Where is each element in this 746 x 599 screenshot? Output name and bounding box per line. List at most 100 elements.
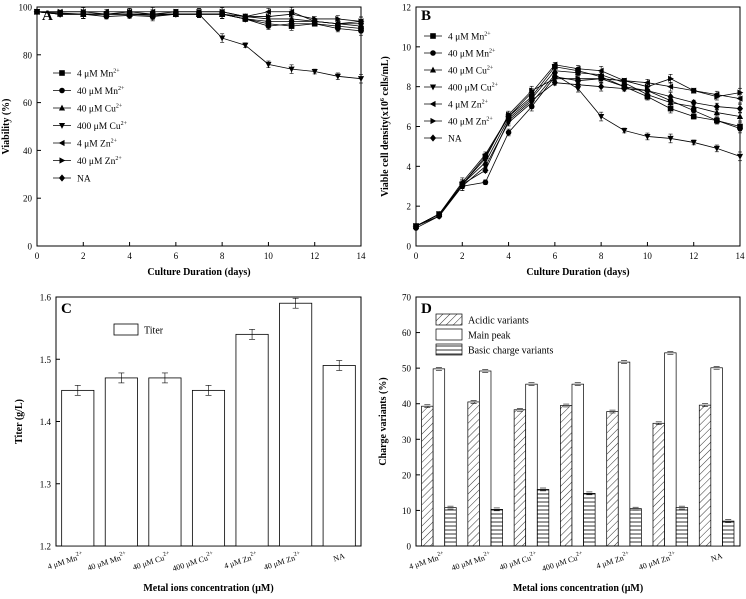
panel-d-bar [583, 493, 596, 547]
panel-b-data-point [551, 79, 558, 87]
panel-b-data-point [644, 87, 651, 95]
panel-b-legend-label: 4 μM Zn2+ [448, 100, 489, 111]
panel-b-legend-marker [429, 66, 437, 73]
panel-b-data-point [482, 179, 489, 186]
panel-b-data-point [598, 75, 605, 82]
panel-b-data-point [482, 166, 489, 174]
panel-a-data-point [288, 66, 295, 73]
panel-d-letter: D [421, 301, 432, 317]
panel-a-legend-marker [59, 87, 65, 94]
panel-c-bar [235, 333, 269, 547]
panel-b-data-point [598, 114, 605, 120]
panel-a-x-tick-label: 0 [35, 251, 40, 261]
panel-b-legend-label-text: NA [448, 135, 462, 145]
panel-a-y-tick-label: 100 [19, 3, 33, 13]
panel-b-legend-label: 40 μM Zn2+ [448, 117, 493, 128]
panel-c-x-category-label-superscript: 2+ [250, 550, 259, 558]
panel-a-legend-marker [59, 70, 65, 76]
panel-b-data-point [621, 85, 628, 93]
panel-a-legend-label-text: 40 μM Zn [77, 157, 116, 167]
panel-a-legend-label: 400 μM Cu2+ [77, 121, 128, 132]
panel-b-data-point [667, 92, 674, 101]
panel-d-y-tick-label: 20 [402, 470, 412, 480]
panel-d-y-tick-label: 60 [402, 328, 412, 338]
panel-d-x-category-label: NA [710, 551, 724, 563]
panel-a-data-point [242, 15, 249, 23]
panel-d-x-category-label-superscript: 2+ [529, 550, 538, 558]
panel-a-data-point [33, 8, 41, 16]
panel-d-bar [571, 383, 584, 547]
panel-a-letter: A [42, 8, 53, 24]
panel-b-legend-label-superscript: 2+ [484, 32, 491, 38]
panel-c-legend-swatch [113, 323, 139, 336]
panel-b-legend-marker [430, 117, 437, 125]
panel-a-data-point [358, 28, 364, 34]
panel-c-x-category-label-text: 40 μM Zn [263, 553, 296, 572]
panel-a-data-point [289, 11, 295, 18]
panel-c-y-tick-label: 1.2 [40, 542, 51, 552]
panel-d-bar [652, 422, 665, 547]
panel-b-data-point [667, 105, 674, 112]
panel-b-legend-label: 400 μM Cu2+ [448, 83, 499, 94]
panel-a-legend-label-text: 40 μM Mn [77, 87, 118, 97]
panel-b-data-point [551, 72, 558, 79]
panel-d-y-axis-label: Charge variants (%) [378, 377, 389, 465]
panel-d-bar [444, 507, 457, 547]
panel-b-legend-label: 4 μM Mn2+ [448, 32, 491, 43]
panel-d-y-tick-label: 50 [402, 364, 412, 374]
panel-b-letter: B [421, 8, 431, 24]
panel-b-data-point [621, 127, 628, 134]
panel-d-x-axis-label: Metal ions concentration (μM) [513, 583, 643, 594]
panel-b-series-line [415, 76, 741, 229]
panel-a-legend-label-text: 40 μM Cu [77, 105, 116, 115]
panel-d-bar [675, 507, 689, 547]
panel-b-x-tick-label: 0 [414, 251, 419, 261]
panel-d-legend-label: Basic charge variants [468, 346, 553, 357]
panel-c-y-tick-label: 1.4 [40, 417, 52, 427]
panel-b-legend-label-text: 4 μM Zn [448, 101, 482, 111]
panel-a-data-point [311, 17, 318, 25]
panel-a-legend-label-text: 400 μM Cu [77, 122, 121, 132]
panel-a-data-point [288, 17, 295, 25]
panel-b-data-point [574, 65, 581, 72]
panel-c-x-category-label: 40 μM Zn2+ [262, 550, 302, 572]
panel-b-x-tick-label: 12 [689, 251, 698, 261]
panel-b-data-point [528, 96, 535, 105]
panel-d-y-tick-label: 30 [402, 435, 412, 445]
panel-b-data-point [551, 61, 558, 68]
panel-d-y-tick-label: 10 [402, 506, 412, 516]
panel-d-x-category-label: 400 μM Cu2+ [540, 550, 585, 573]
panel-b-y-tick-label: 4 [407, 162, 412, 172]
panel-b-data-point [736, 153, 744, 160]
panel-b-data-point [714, 93, 721, 100]
panel-a-legend-label-superscript: 2+ [118, 86, 125, 92]
panel-b-data-point [668, 75, 674, 82]
panel-d-x-category-label-superscript: 2+ [668, 550, 677, 558]
panel-a-plot-frame [36, 6, 362, 247]
panel-d-y-tick-label: 70 [402, 293, 412, 303]
panel-a-x-tick-label: 4 [127, 251, 132, 261]
panel-d-legend-swatch [435, 328, 463, 341]
panel-d-bar [536, 489, 550, 547]
panel-b-data-point [667, 83, 674, 90]
panel-c-x-category-label: 400 μM Cu2+ [171, 550, 216, 573]
panel-d-x-category-label: 40 μM Zn2+ [637, 550, 677, 572]
panel-b-legend-label-text: 4 μM Mn [448, 33, 484, 43]
panel-d-x-category-label: 40 μM Mn2+ [450, 550, 493, 572]
panel-b-y-axis-label: Viable cell density(x106 cells/mL) [380, 56, 391, 197]
panel-d-x-category-label: 4 μM Zn2+ [595, 550, 632, 570]
panel-a-data-point [242, 42, 249, 49]
panel-c-x-category-label-text: 4 μM Zn [223, 553, 253, 570]
panel-b-y-tick-label: 0 [407, 242, 412, 252]
panel-b-data-point [736, 113, 744, 120]
panel-b-legend-label-text: 40 μM Cu [448, 67, 487, 77]
panel-d-x-category-label-text: 40 μM Zn [638, 553, 671, 572]
panel-a-legend-marker [58, 174, 66, 182]
panel-b-data-point [412, 222, 420, 230]
panel-d-x-category-label-superscript: 2+ [483, 550, 492, 558]
panel-b-viable-cell-density-chart: 0 2 4 6 8 10 12 14 0 2 4 6 8 10 12 B Culture Duration (d… [380, 3, 745, 279]
panel-d-bar [432, 368, 446, 547]
panel-b-data-point [575, 75, 582, 82]
panel-d-legend-label: Acidic variants [468, 316, 529, 327]
